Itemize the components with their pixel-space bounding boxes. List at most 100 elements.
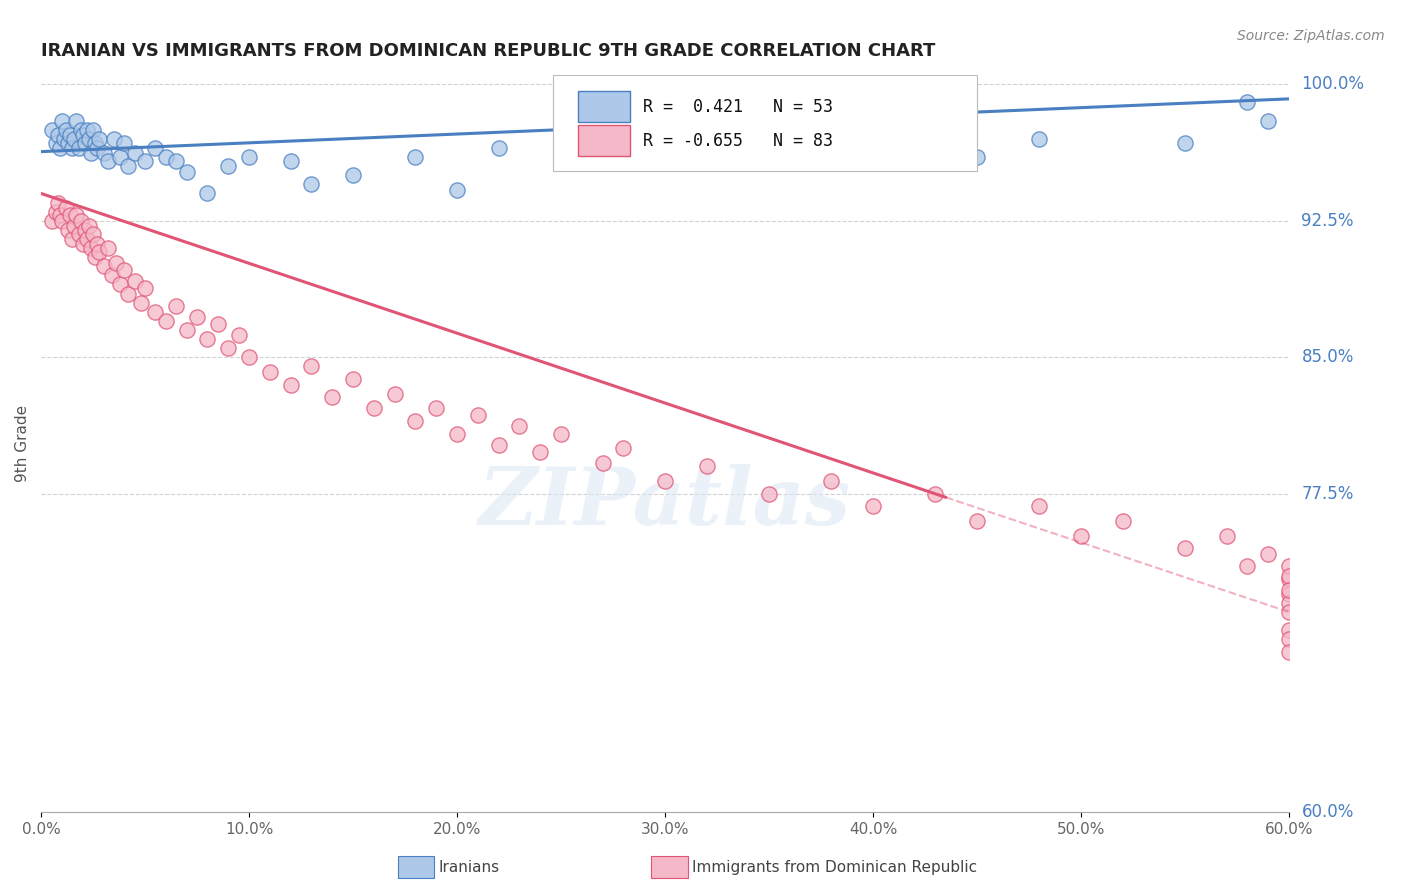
- Text: 92.5%: 92.5%: [1302, 211, 1354, 230]
- Point: [1278, 583, 1301, 598]
- Point: [1174, 136, 1197, 150]
- Point: [45, 204, 67, 219]
- Point: [76, 123, 98, 137]
- Point: [101, 268, 124, 283]
- Point: [966, 150, 988, 164]
- Point: [46, 195, 69, 210]
- Point: [301, 178, 323, 192]
- FancyBboxPatch shape: [578, 125, 630, 156]
- Point: [103, 132, 125, 146]
- Point: [145, 304, 167, 318]
- Point: [63, 219, 86, 234]
- Point: [155, 150, 177, 164]
- Text: ZIPatlas: ZIPatlas: [479, 464, 851, 541]
- Point: [134, 281, 156, 295]
- Point: [1236, 95, 1258, 110]
- Point: [65, 208, 87, 222]
- Point: [41, 214, 63, 228]
- Point: [67, 227, 90, 241]
- Point: [72, 128, 94, 143]
- Point: [1278, 623, 1301, 637]
- Point: [80, 241, 103, 255]
- Point: [342, 169, 364, 183]
- Point: [56, 136, 79, 150]
- Point: [404, 414, 426, 428]
- Point: [60, 141, 83, 155]
- Point: [165, 153, 187, 168]
- Point: [82, 227, 104, 241]
- Point: [425, 401, 447, 416]
- Point: [508, 419, 530, 434]
- Point: [117, 159, 139, 173]
- Point: [1111, 514, 1133, 528]
- Point: [186, 310, 208, 325]
- Point: [301, 359, 323, 374]
- Point: [108, 150, 131, 164]
- Point: [176, 323, 198, 337]
- Point: [77, 219, 100, 234]
- Point: [197, 332, 219, 346]
- Point: [76, 232, 98, 246]
- Point: [97, 241, 120, 255]
- Point: [966, 514, 988, 528]
- Text: IRANIAN VS IMMIGRANTS FROM DOMINICAN REPUBLIC 9TH GRADE CORRELATION CHART: IRANIAN VS IMMIGRANTS FROM DOMINICAN REP…: [41, 42, 935, 60]
- Point: [80, 146, 103, 161]
- FancyBboxPatch shape: [553, 75, 977, 171]
- Point: [1278, 559, 1301, 574]
- Point: [217, 341, 239, 355]
- Point: [488, 437, 510, 451]
- Point: [612, 441, 634, 455]
- Point: [53, 132, 76, 146]
- Point: [49, 208, 72, 222]
- Point: [758, 486, 780, 500]
- Point: [86, 237, 108, 252]
- Point: [384, 386, 406, 401]
- Point: [73, 136, 96, 150]
- Point: [60, 232, 83, 246]
- Point: [112, 263, 135, 277]
- Text: Iranians: Iranians: [439, 861, 499, 875]
- Point: [217, 159, 239, 173]
- Point: [1174, 541, 1197, 556]
- Point: [84, 250, 107, 264]
- Point: [134, 153, 156, 168]
- Text: Source: ZipAtlas.com: Source: ZipAtlas.com: [1237, 29, 1385, 43]
- Point: [155, 314, 177, 328]
- Point: [73, 223, 96, 237]
- Point: [342, 372, 364, 386]
- Point: [924, 486, 946, 500]
- Point: [112, 136, 135, 150]
- Point: [69, 123, 91, 137]
- Point: [65, 113, 87, 128]
- Point: [1278, 605, 1301, 619]
- Text: Immigrants from Dominican Republic: Immigrants from Dominican Republic: [692, 861, 977, 875]
- Text: 60.0%: 60.0%: [1302, 803, 1354, 822]
- Text: R =  0.421   N = 53: R = 0.421 N = 53: [643, 98, 832, 116]
- Point: [197, 186, 219, 201]
- Point: [238, 150, 260, 164]
- Point: [93, 259, 115, 273]
- Text: 85.0%: 85.0%: [1302, 348, 1354, 367]
- Point: [59, 128, 82, 143]
- Point: [820, 474, 842, 488]
- Text: R = -0.655   N = 83: R = -0.655 N = 83: [643, 132, 832, 150]
- Point: [363, 401, 385, 416]
- Point: [117, 286, 139, 301]
- Point: [529, 445, 551, 459]
- Point: [1278, 572, 1301, 586]
- Point: [176, 164, 198, 178]
- Point: [446, 183, 468, 197]
- Point: [404, 150, 426, 164]
- Point: [446, 426, 468, 441]
- Point: [1278, 587, 1301, 601]
- Point: [56, 223, 79, 237]
- Point: [72, 237, 94, 252]
- Point: [69, 214, 91, 228]
- Point: [84, 136, 107, 150]
- Y-axis label: 9th Grade: 9th Grade: [15, 405, 30, 483]
- Point: [89, 244, 111, 259]
- Point: [1278, 568, 1301, 582]
- Point: [59, 208, 82, 222]
- Point: [104, 255, 127, 269]
- Point: [49, 141, 72, 155]
